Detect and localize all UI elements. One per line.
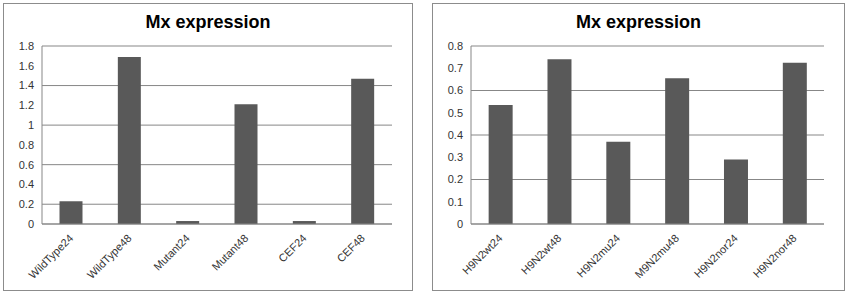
- svg-text:1.4: 1.4: [19, 79, 34, 91]
- svg-text:M9N2mu48: M9N2mu48: [632, 232, 681, 281]
- svg-text:CEF24: CEF24: [276, 232, 309, 265]
- svg-text:Mutant48: Mutant48: [209, 232, 250, 273]
- svg-text:0.6: 0.6: [448, 84, 463, 96]
- svg-text:0.1: 0.1: [448, 196, 463, 208]
- svg-text:1: 1: [28, 119, 34, 131]
- svg-text:0.8: 0.8: [19, 139, 34, 151]
- svg-text:0: 0: [28, 218, 34, 230]
- svg-text:0.2: 0.2: [448, 173, 463, 185]
- svg-text:CEF48: CEF48: [334, 232, 367, 265]
- svg-text:0.5: 0.5: [448, 107, 463, 119]
- svg-text:0.6: 0.6: [19, 159, 34, 171]
- svg-text:0.4: 0.4: [19, 178, 34, 190]
- html-text:Mx expression: Mx expression: [145, 12, 271, 32]
- svg-text:0.2: 0.2: [19, 198, 34, 210]
- svg-text:0.3: 0.3: [448, 151, 463, 163]
- svg-text:0.4: 0.4: [448, 129, 463, 141]
- svg-text:1.2: 1.2: [19, 99, 34, 111]
- svg-text:1.8: 1.8: [19, 40, 34, 52]
- svg-text:H9N2wt48: H9N2wt48: [519, 232, 564, 277]
- svg-text:Mutant24: Mutant24: [151, 232, 192, 273]
- svg-text:WildType48: WildType48: [85, 232, 134, 281]
- svg-text:0.7: 0.7: [448, 62, 463, 74]
- html-text:Mx expression: Mx expression: [576, 12, 701, 32]
- svg-text:0: 0: [457, 218, 463, 230]
- svg-text:H9N2nor24: H9N2nor24: [692, 232, 740, 280]
- svg-text:WildType24: WildType24: [26, 232, 75, 281]
- svg-text:H9N2wt24: H9N2wt24: [460, 232, 505, 277]
- svg-text:H9N2mu24: H9N2mu24: [574, 232, 622, 280]
- svg-text:1.6: 1.6: [19, 60, 34, 72]
- svg-text:H9N2nor48: H9N2nor48: [751, 232, 799, 280]
- svg-text:0.8: 0.8: [448, 40, 463, 52]
